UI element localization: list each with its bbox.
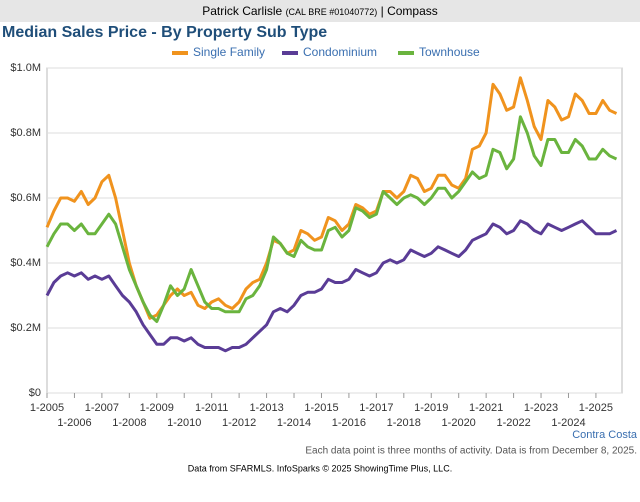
- y-tick-label: $0: [29, 387, 41, 399]
- x-tick-label: 1-2008: [112, 417, 146, 429]
- y-tick-label: $0.6M: [10, 192, 41, 204]
- legend-label: Single Family: [193, 45, 265, 59]
- legend-label: Townhouse: [419, 45, 480, 59]
- note: Each data point is three months of activ…: [305, 446, 637, 457]
- series-line: [45, 219, 618, 353]
- x-tick-label: 1-2011: [195, 402, 228, 414]
- y-tick-label: $0.8M: [10, 127, 41, 139]
- y-tick-label: $0.4M: [10, 257, 41, 269]
- source: Data from SFARMLS. InfoSparks © 2025 Sho…: [188, 463, 452, 473]
- x-tick-label: 1-2023: [524, 402, 558, 414]
- chart: Median Sales Price - By Property Sub Typ…: [2, 24, 638, 473]
- chart-title: Median Sales Price - By Property Sub Typ…: [2, 24, 327, 41]
- x-tick-label: 1-2014: [277, 417, 311, 429]
- license: (CAL BRE #01040772): [285, 7, 378, 17]
- x-tick-label: 1-2012: [222, 417, 256, 429]
- x-tick-label: 1-2018: [387, 417, 421, 429]
- company: | Compass: [380, 4, 438, 18]
- x-tick-label: 1-2013: [249, 402, 283, 414]
- x-tick-label: 1-2024: [551, 417, 585, 429]
- series-line: [45, 115, 618, 323]
- x-tick-label: 1-2017: [359, 402, 393, 414]
- legend-label: Condominium: [303, 45, 377, 59]
- x-tick-label: 1-2020: [442, 417, 476, 429]
- x-tick-label: 1-2022: [496, 417, 530, 429]
- x-tick-label: 1-2021: [469, 402, 503, 414]
- region: Contra Costa: [572, 429, 638, 441]
- x-tick-label: 1-2010: [167, 417, 201, 429]
- header: Patrick Carlisle (CAL BRE #01040772) | C…: [0, 0, 640, 22]
- x-tick-label: 1-2005: [30, 402, 64, 414]
- agent-name: Patrick Carlisle: [202, 4, 283, 18]
- x-tick-label: 1-2015: [304, 402, 338, 414]
- x-tick-label: 1-2016: [332, 417, 366, 429]
- x-tick-label: 1-2009: [140, 402, 174, 414]
- page: Patrick Carlisle (CAL BRE #01040772) | C…: [0, 0, 640, 474]
- x-tick-label: 1-2025: [579, 402, 613, 414]
- plot-area: [46, 67, 623, 394]
- y-tick-label: $0.2M: [10, 322, 41, 334]
- x-tick-label: 1-2006: [57, 417, 91, 429]
- y-tick-label: $1.0M: [10, 62, 41, 74]
- x-tick-label: 1-2007: [85, 402, 119, 414]
- x-tick-label: 1-2019: [414, 402, 448, 414]
